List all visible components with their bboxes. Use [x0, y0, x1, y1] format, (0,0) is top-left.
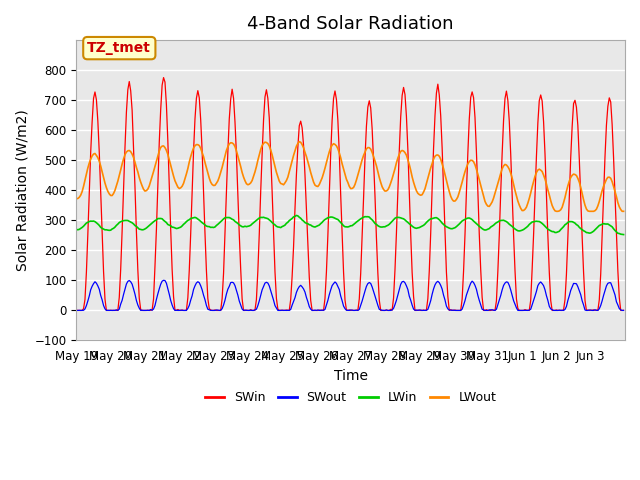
LWin	[72, 227, 80, 232]
SWin	[109, 308, 117, 313]
LWout	[620, 208, 627, 214]
Title: 4-Band Solar Radiation: 4-Band Solar Radiation	[248, 15, 454, 33]
LWin	[108, 226, 116, 232]
LWin	[292, 213, 300, 218]
Text: TZ_tmet: TZ_tmet	[88, 41, 151, 55]
Line: LWout: LWout	[76, 142, 623, 211]
SWin	[465, 116, 473, 122]
LWout	[91, 151, 99, 156]
SWin	[618, 308, 626, 313]
LWin	[617, 231, 625, 237]
Line: SWin: SWin	[76, 78, 623, 311]
SWin	[72, 307, 80, 313]
SWin	[160, 75, 168, 81]
Y-axis label: Solar Radiation (W/m2): Solar Radiation (W/m2)	[15, 109, 29, 271]
X-axis label: Time: Time	[333, 369, 368, 383]
LWout	[545, 192, 553, 198]
SWout	[464, 288, 472, 294]
LWout	[464, 161, 472, 167]
SWout	[72, 308, 80, 313]
SWout	[617, 307, 625, 313]
Line: LWin: LWin	[76, 216, 623, 235]
LWin	[464, 215, 472, 221]
LWin	[91, 219, 99, 225]
SWin	[620, 307, 627, 313]
LWout	[618, 208, 626, 214]
LWin	[620, 232, 627, 238]
SWout	[620, 308, 627, 313]
LWout	[552, 208, 560, 214]
Line: SWout: SWout	[76, 280, 623, 311]
SWin	[93, 97, 100, 103]
SWin	[74, 308, 82, 313]
LWout	[296, 139, 303, 144]
SWout	[545, 303, 553, 309]
LWout	[108, 192, 116, 198]
SWout	[355, 307, 363, 312]
LWin	[545, 227, 553, 233]
LWin	[355, 217, 363, 223]
SWout	[160, 277, 168, 283]
SWout	[91, 279, 99, 285]
SWin	[547, 298, 554, 303]
LWout	[72, 196, 80, 202]
Legend: SWin, SWout, LWin, LWout: SWin, SWout, LWin, LWout	[200, 386, 501, 409]
LWout	[355, 167, 363, 173]
SWin	[357, 270, 365, 276]
SWout	[108, 308, 116, 313]
